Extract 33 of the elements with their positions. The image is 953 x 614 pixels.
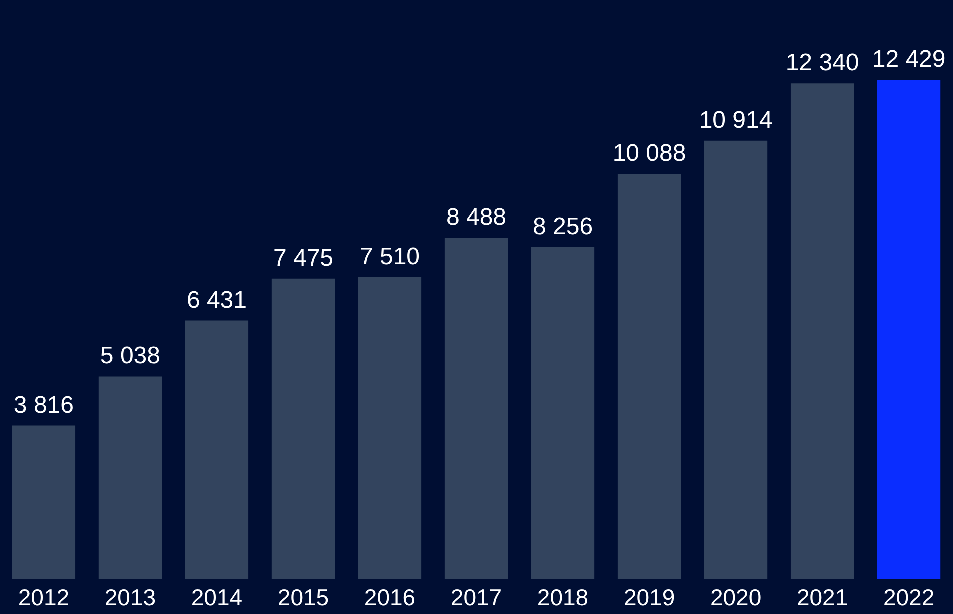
bar	[531, 248, 595, 579]
bar	[12, 426, 76, 579]
x-tick-label: 2018	[537, 584, 589, 610]
x-tick-label: 2014	[191, 584, 243, 610]
x-tick-label: 2012	[18, 584, 70, 610]
data-label: 7 475	[273, 244, 334, 272]
data-label: 5 038	[100, 342, 160, 370]
x-tick-label: 2019	[624, 584, 676, 610]
data-label: 8 488	[446, 204, 507, 232]
data-label: 3 816	[14, 392, 74, 419]
data-label: 7 510	[360, 243, 420, 270]
data-label: 12 340	[786, 50, 860, 77]
bar	[704, 140, 768, 579]
x-tick-label: 2021	[796, 584, 848, 610]
data-label: 6 431	[186, 286, 248, 314]
bar	[877, 80, 941, 579]
bar	[618, 174, 682, 579]
bar	[358, 277, 422, 579]
x-tick-label: 2017	[450, 584, 502, 610]
x-tick-label: 2020	[710, 584, 762, 610]
bar	[444, 238, 508, 579]
x-tick-label: 2013	[104, 584, 156, 610]
x-tick-label: 2015	[278, 584, 330, 610]
data-label: 10 088	[612, 140, 686, 167]
x-tick-label: 2022	[883, 584, 935, 610]
data-label: 10 914	[699, 106, 773, 134]
bar	[98, 376, 162, 579]
bar	[790, 84, 854, 579]
data-label: 12 429	[872, 46, 946, 73]
bar	[185, 320, 249, 579]
data-label: 8 256	[532, 214, 594, 241]
bar	[272, 278, 336, 579]
x-tick-label: 2016	[364, 584, 416, 610]
